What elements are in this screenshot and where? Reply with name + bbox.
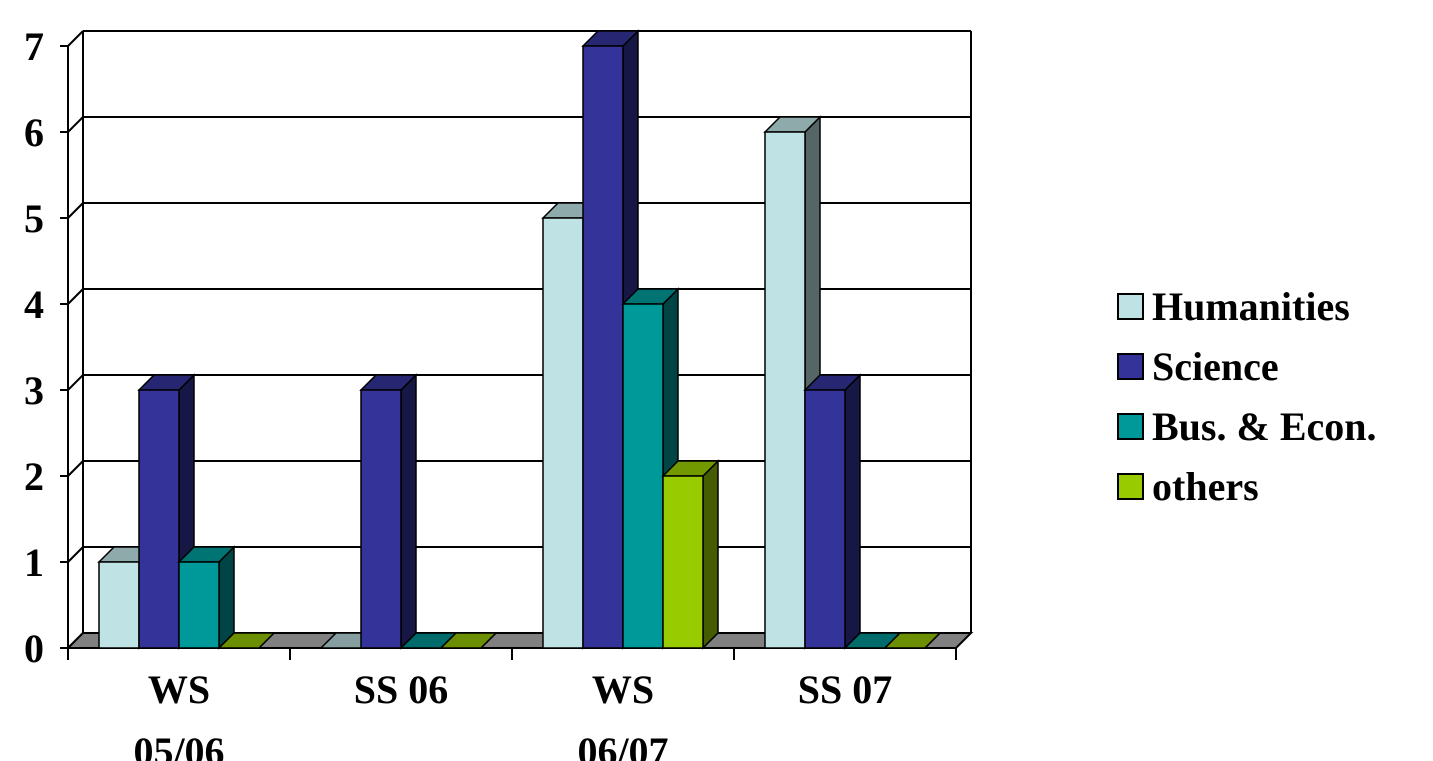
- legend-item: Bus. & Econ.: [1117, 396, 1377, 456]
- bar-front-face: [804, 389, 846, 649]
- bar-side-face: [702, 459, 719, 650]
- bar-top-face: [217, 632, 276, 649]
- legend-item: Humanities: [1117, 276, 1377, 336]
- legend-label: Bus. & Econ.: [1152, 403, 1377, 449]
- y-tick-label: 3: [24, 368, 44, 413]
- bar-side-face: [400, 373, 417, 650]
- x-category-label: WS: [148, 667, 210, 712]
- bar-front-face: [98, 561, 140, 649]
- y-tick-label: 5: [24, 196, 44, 241]
- y-tick-label: 2: [24, 454, 44, 499]
- legend-label: Humanities: [1152, 283, 1350, 329]
- y-tick-label: 6: [24, 110, 44, 155]
- bar-top-face: [439, 632, 498, 649]
- gridline-side: [67, 374, 84, 391]
- bar: [803, 373, 862, 650]
- y-tick-label: 1: [24, 540, 44, 585]
- bar-front-face: [662, 475, 704, 649]
- bar: [177, 545, 236, 650]
- legend-item: others: [1117, 456, 1377, 516]
- gridline-side: [67, 116, 84, 133]
- x-axis-labels: WS 05/06 SS 06 WS 06/07 SS 07: [133, 667, 892, 761]
- bar-side-face: [844, 373, 861, 650]
- legend-swatch: [1117, 292, 1144, 320]
- y-tick-label: 4: [24, 282, 44, 327]
- bars: [97, 29, 942, 650]
- bar-side-face: [218, 545, 235, 650]
- bar-front-face: [582, 45, 624, 649]
- legend: Humanities Science Bus. & Econ. others: [1117, 276, 1377, 516]
- legend-swatch: [1117, 352, 1144, 380]
- legend-swatch: [1117, 472, 1144, 500]
- legend-item: Science: [1117, 336, 1377, 396]
- gridline-side: [67, 30, 84, 47]
- bar: [217, 632, 276, 649]
- bar: [661, 459, 720, 650]
- bar-front-face: [178, 561, 220, 649]
- bar-front-face: [622, 303, 664, 649]
- bar: [883, 632, 942, 649]
- bar: [439, 632, 498, 649]
- x-category-label: SS 07: [798, 667, 893, 712]
- gridline-side: [67, 202, 84, 219]
- x-category-label: 06/07: [577, 729, 668, 761]
- gridline-side: [67, 546, 84, 563]
- x-category-label: WS: [592, 667, 654, 712]
- y-tick-label: 7: [24, 24, 44, 69]
- gridline-side: [67, 288, 84, 305]
- bar-front-face: [360, 389, 402, 649]
- legend-swatch: [1117, 412, 1144, 440]
- x-category-label: 05/06: [133, 729, 224, 761]
- bar-top-face: [883, 632, 942, 649]
- bar-front-face: [138, 389, 180, 649]
- y-axis-ticks: 0 1 2 3 4 5 6 7: [24, 24, 68, 671]
- y-tick-label: 0: [24, 626, 44, 671]
- gridline-side: [67, 460, 84, 477]
- bar: [359, 373, 418, 650]
- bar-front-face: [542, 217, 584, 649]
- legend-label: Science: [1152, 343, 1279, 389]
- x-category-label: SS 06: [354, 667, 449, 712]
- legend-label: others: [1152, 463, 1259, 509]
- bar-front-face: [764, 131, 806, 649]
